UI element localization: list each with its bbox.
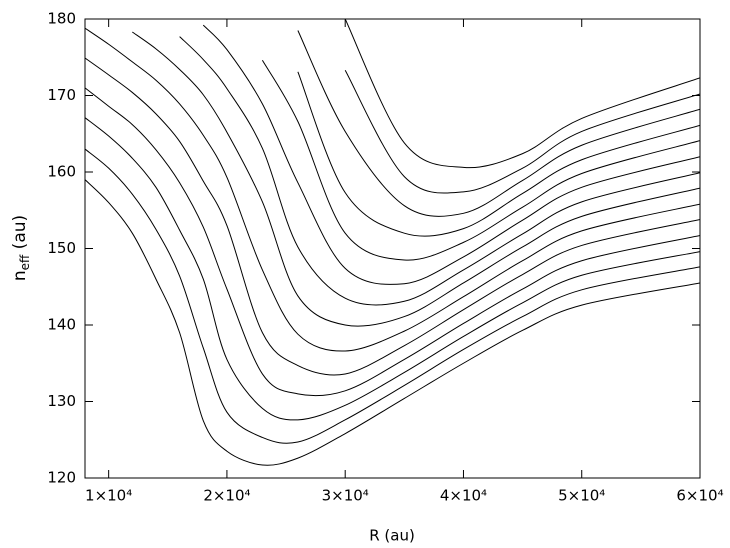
curve	[85, 57, 700, 376]
curve	[85, 179, 700, 466]
x-tick-label: 4×10⁴	[440, 487, 487, 505]
x-tick-label: 5×10⁴	[558, 487, 605, 505]
plot-frame	[84, 18, 701, 479]
curve	[179, 36, 700, 306]
x-tick-label: 6×10⁴	[676, 487, 723, 505]
y-tick-label: 150	[47, 239, 76, 257]
curve	[202, 24, 700, 285]
curve	[85, 87, 700, 397]
y-tick-label: 120	[47, 469, 76, 487]
curve	[85, 148, 700, 444]
curve	[297, 71, 700, 237]
curve	[344, 19, 700, 169]
curve	[85, 117, 700, 421]
curve	[261, 60, 700, 261]
curve	[344, 70, 700, 194]
y-tick-label: 170	[47, 86, 76, 104]
y-axis-label: neff (au)	[10, 215, 32, 281]
curve	[132, 31, 700, 327]
x-tick-label: 3×10⁴	[322, 487, 369, 505]
x-axis-label: R (au)	[369, 527, 415, 545]
y-label-subscript: eff	[18, 254, 32, 270]
curve	[85, 27, 700, 352]
curve	[297, 30, 700, 217]
y-tick-label: 140	[47, 316, 76, 334]
x-tick-label: 2×10⁴	[203, 487, 250, 505]
y-tick-label: 180	[47, 10, 76, 28]
y-tick-label: 160	[47, 163, 76, 181]
y-label-base: n	[10, 270, 30, 281]
y-label-unit: (au)	[10, 215, 30, 255]
y-tick-label: 130	[47, 392, 76, 410]
x-tick-label: 1×10⁴	[85, 487, 132, 505]
